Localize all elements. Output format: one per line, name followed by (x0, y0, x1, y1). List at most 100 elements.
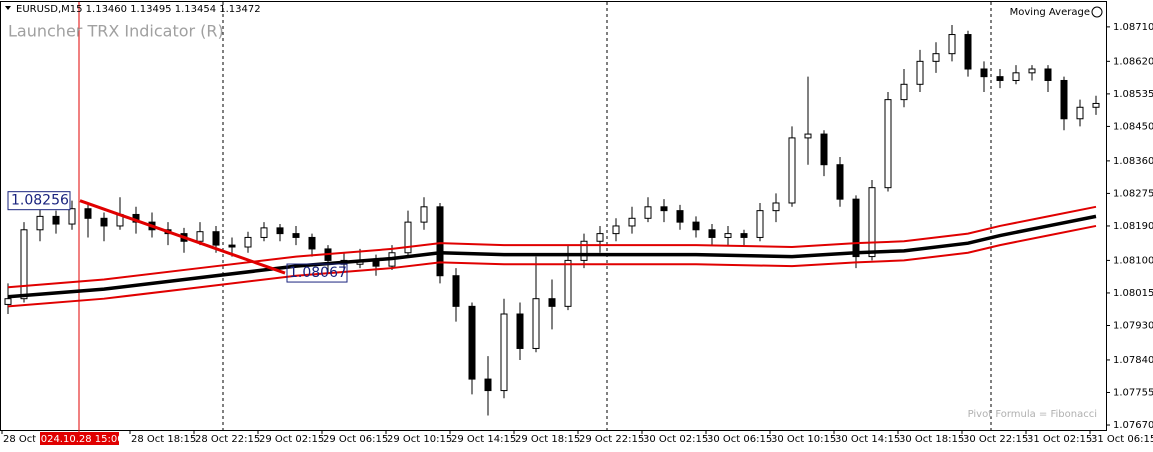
candle-body (500, 313, 508, 392)
y-tick-label: 1.08360 (1113, 156, 1153, 167)
candle-body (292, 233, 300, 238)
y-tick-label: 1.08015 (1113, 288, 1153, 299)
candle-body (836, 164, 844, 200)
x-tick-label: 29 Oct 06:15 (323, 434, 388, 445)
candle-body (20, 229, 28, 300)
candle-body (436, 206, 444, 277)
candle-body (692, 221, 700, 231)
candle-body (740, 233, 748, 238)
candle-body (516, 313, 524, 349)
y-tick-label: 1.08190 (1113, 221, 1153, 232)
y-tick-label: 1.07670 (1113, 420, 1153, 431)
candle-body (612, 225, 620, 235)
candle-body (580, 240, 588, 261)
candle-body (244, 236, 252, 248)
candle-body (852, 198, 860, 258)
cursor-time-box (40, 432, 119, 445)
candle-body (196, 231, 204, 242)
candle-body (724, 233, 732, 238)
candle-body (308, 236, 316, 250)
moving-average (7, 224, 1097, 308)
candle-body (100, 217, 108, 227)
moving-average (7, 205, 1097, 289)
candle-body (1092, 102, 1100, 108)
level-label: 1.08067 (289, 265, 347, 281)
candle-body (420, 206, 428, 223)
x-tick-label: 29 Oct 10:15 (387, 434, 452, 445)
x-tick-label: 30 Oct 02:15 (643, 434, 708, 445)
candle-body (68, 208, 76, 225)
candle-body (404, 221, 412, 254)
candle-body (660, 206, 668, 212)
x-tick-label: 28 Oct 2 (3, 434, 46, 445)
x-tick-label: 28 Oct 22:15 (195, 434, 260, 445)
plot-border (0, 1, 1107, 431)
candle-body (1060, 79, 1068, 120)
candle-body (1012, 72, 1020, 81)
y-tick-label: 1.08450 (1113, 121, 1153, 132)
candle-body (212, 231, 220, 246)
candle-body (868, 187, 876, 258)
candle-body (628, 217, 636, 227)
indicator-label: Moving Average (1010, 7, 1090, 18)
x-tick-label: 30 Oct 18:15 (899, 434, 964, 445)
footer-note: Pivot Formula = Fibonacci (968, 409, 1097, 420)
y-tick-label: 1.07930 (1113, 320, 1153, 331)
candle-body (84, 208, 92, 219)
candle-body (756, 210, 764, 238)
candle-body (996, 76, 1004, 81)
x-tick-label: 31 Oct 06:15 (1091, 434, 1153, 445)
candle-body (548, 298, 556, 307)
candle-body (596, 233, 604, 242)
y-tick-label: 1.08710 (1113, 22, 1153, 33)
moving-average (7, 214, 1097, 299)
trend-line (79, 199, 286, 275)
candle-body (1044, 68, 1052, 81)
candle-body (676, 210, 684, 223)
candle-body (900, 83, 908, 101)
candle-body (52, 215, 60, 225)
candle-body (452, 275, 460, 307)
indicator-icon[interactable] (1091, 6, 1103, 18)
candle-body (916, 60, 924, 85)
x-tick-label: 31 Oct 02:15 (1027, 434, 1092, 445)
candle-body (468, 305, 476, 380)
candle-body (788, 137, 796, 204)
candle-body (884, 99, 892, 189)
y-tick-label: 1.08620 (1113, 56, 1153, 67)
candle-body (36, 215, 44, 231)
candle-body (804, 133, 812, 139)
candle-body (964, 34, 972, 70)
y-tick-label: 1.07840 (1113, 355, 1153, 366)
candle-body (1076, 106, 1084, 120)
candle-body (980, 68, 988, 78)
candle-body (564, 259, 572, 307)
candle-body (4, 298, 12, 305)
cursor-time: 2024.10.28 15:00 (34, 434, 123, 445)
candle-body (1028, 68, 1036, 74)
candle-body (948, 34, 956, 55)
symbol-header: EURUSD,M15 1.13460 1.13495 1.13454 1.134… (16, 4, 261, 15)
candle-body (228, 244, 236, 248)
x-tick-label: 30 Oct 10:15 (771, 434, 836, 445)
y-tick-label: 1.08275 (1113, 188, 1153, 199)
x-tick-label: 28 Oct 18:15 (131, 434, 196, 445)
candle-body (532, 298, 540, 349)
candle-body (820, 133, 828, 166)
y-tick-label: 1.07755 (1113, 387, 1153, 398)
menu-arrow[interactable] (5, 6, 11, 10)
level-box (7, 191, 71, 211)
indicator-title: Launcher TRX Indicator (R) (8, 22, 224, 41)
x-tick-label: 29 Oct 22:15 (579, 434, 644, 445)
x-tick-label: 29 Oct 14:15 (451, 434, 516, 445)
candle-body (260, 227, 268, 238)
level-box (286, 263, 348, 283)
y-tick-label: 1.08535 (1113, 89, 1153, 100)
candle-body (276, 227, 284, 235)
candle-body (772, 202, 780, 212)
candle-body (708, 229, 716, 238)
x-tick-label: 29 Oct 18:15 (515, 434, 580, 445)
level-label: 1.08256 (11, 193, 69, 209)
